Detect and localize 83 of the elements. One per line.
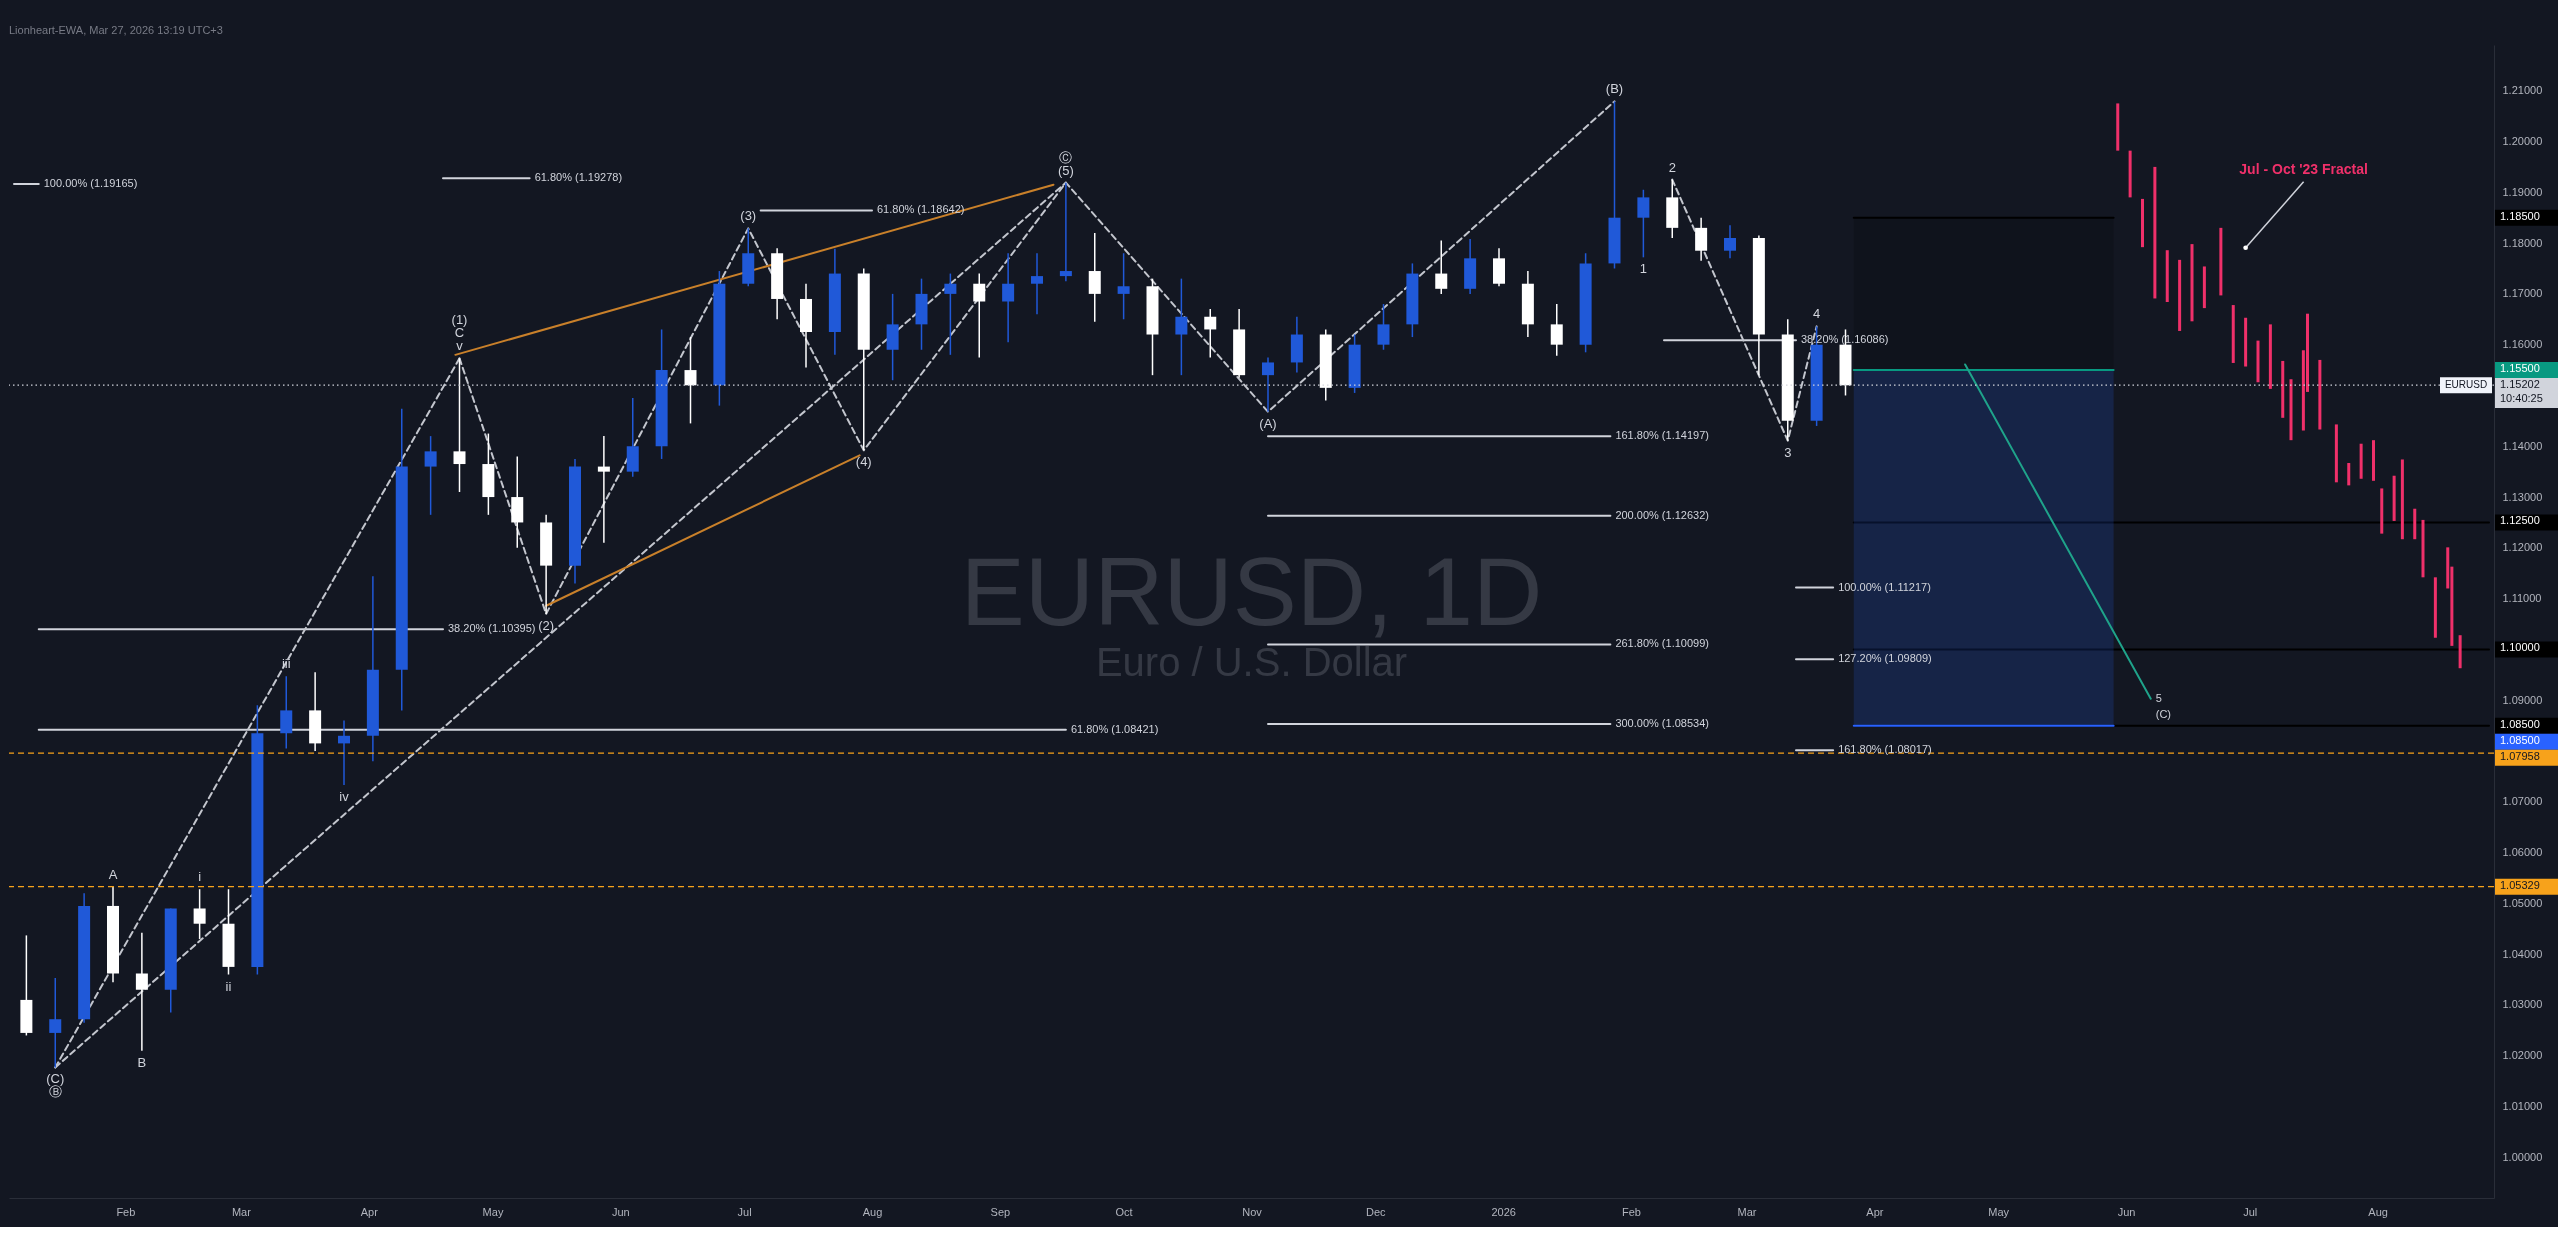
annotation: 261.80% (1.10099) xyxy=(1615,637,1709,650)
y-tick-label: 1.09000 xyxy=(2502,693,2543,706)
y-tick-label: 1.21000 xyxy=(2502,84,2543,97)
x-tick-label: Aug xyxy=(862,1205,883,1218)
y-tick-label: 1.06000 xyxy=(2502,846,2543,859)
annotation: 100.00% (1.19165) xyxy=(43,176,138,189)
annotation: 300.00% (1.08534) xyxy=(1615,716,1709,729)
y-tick-label: 1.05000 xyxy=(2502,896,2543,909)
annotation: 127.20% (1.09809) xyxy=(1838,652,1932,665)
annotation: B xyxy=(137,1054,147,1070)
annotation: v xyxy=(456,338,464,354)
y-tick-label: 1.16000 xyxy=(2502,338,2543,351)
y-tick-label: 1.00000 xyxy=(2502,1150,2543,1163)
annotation: 100.00% (1.11217) xyxy=(1838,580,1931,593)
x-tick-label: Jun xyxy=(2117,1205,2136,1218)
x-tick-label: Jul xyxy=(2243,1205,2258,1218)
annotation: i xyxy=(198,869,202,885)
series-label: 1.12500 xyxy=(2500,514,2540,527)
annotation: (B) xyxy=(1605,81,1624,97)
y-tick-label: 1.11000 xyxy=(2502,592,2542,605)
x-tick-label: Aug xyxy=(2368,1205,2388,1218)
x-tick-label: Apr xyxy=(1866,1205,1884,1218)
x-tick-label: Sep xyxy=(990,1205,1011,1218)
x-tick-label: Oct xyxy=(1115,1205,1133,1218)
ref-line-label: 1.07958 xyxy=(2500,749,2540,762)
y-tick-label: 1.13000 xyxy=(2502,490,2543,503)
x-tick-label: Jun xyxy=(612,1205,630,1218)
annotation: 2 xyxy=(1668,159,1676,175)
text: EURUSD xyxy=(2444,379,2488,391)
annotation: 1 xyxy=(1639,261,1647,277)
x-tick-label: Feb xyxy=(116,1205,136,1218)
y-tick-label: 1.18000 xyxy=(2502,236,2543,249)
annotation: (4) xyxy=(855,454,872,470)
series-label: 1.10000 xyxy=(2500,641,2540,654)
annotation: 200.00% (1.12632) xyxy=(1615,508,1709,521)
y-tick-label: 1.03000 xyxy=(2502,998,2543,1011)
annotation: 3 xyxy=(1784,444,1792,460)
annotation: 61.80% (1.08421) xyxy=(1070,722,1159,735)
annotation: (C) xyxy=(46,1071,65,1087)
annotation: (A) xyxy=(1259,415,1277,431)
x-tick-label: Apr xyxy=(360,1205,379,1218)
x-tick-label: 2026 xyxy=(1491,1205,1516,1218)
annotation: ii xyxy=(225,978,232,994)
y-tick-label: 1.07000 xyxy=(2502,795,2543,808)
y-tick-label: 1.20000 xyxy=(2502,135,2543,148)
annotation: (3) xyxy=(740,208,757,224)
y-tick-label: 1.02000 xyxy=(2502,1049,2543,1062)
x-tick-label: Jul xyxy=(737,1205,752,1218)
annotation: A xyxy=(108,866,118,882)
x-tick-label: Nov xyxy=(1242,1205,1263,1218)
y-tick-label: 1.12000 xyxy=(2502,541,2543,554)
x-tick-label: Dec xyxy=(1365,1205,1387,1218)
ref-line-label: 1.05329 xyxy=(2500,878,2540,891)
y-tick-label: 1.04000 xyxy=(2502,947,2543,960)
text: 1.08500 xyxy=(2500,733,2540,746)
x-tick-label: Feb xyxy=(1622,1205,1641,1218)
y-tick-label: 1.01000 xyxy=(2502,1100,2543,1113)
annotation: iv xyxy=(339,789,350,805)
annotation: 61.80% (1.18642) xyxy=(877,203,965,216)
y-tick-label: 1.14000 xyxy=(2502,439,2543,452)
series-label: 1.08500 xyxy=(2500,717,2540,730)
annotation: Ⓑ xyxy=(48,1084,62,1100)
annotation: 161.80% (1.14197) xyxy=(1615,429,1709,442)
x-tick-label: Mar xyxy=(1737,1205,1757,1218)
x-tick-label: May xyxy=(482,1205,504,1218)
annotation: (C) xyxy=(2155,707,2172,720)
y-tick-label: 1.19000 xyxy=(2502,185,2543,198)
y-tick-label: 1.17000 xyxy=(2502,287,2543,300)
annotation: 4 xyxy=(1813,306,1821,322)
x-tick-label: May xyxy=(1988,1205,2010,1218)
text: 1.15500 xyxy=(2500,362,2540,375)
text: Lionheart-EWA, Mar 27, 2026 13:19 UTC+3 xyxy=(9,24,223,36)
annotation: 61.80% (1.19278) xyxy=(534,171,623,184)
annotation: (1) xyxy=(451,312,468,328)
x-tick-label: Mar xyxy=(231,1205,252,1218)
annotation: Ⓒ xyxy=(1059,149,1073,165)
annotation: (2) xyxy=(538,617,555,633)
annotation: 38.20% (1.10395) xyxy=(448,622,536,635)
text: 1.18500 xyxy=(2500,209,2540,222)
annotation: iii xyxy=(281,656,291,672)
text: Jul - Oct '23 Fractal xyxy=(2239,160,2368,177)
annotation: 5 xyxy=(2155,691,2162,704)
ref-line-label: 1.15202 10:40:25 xyxy=(2500,378,2543,405)
